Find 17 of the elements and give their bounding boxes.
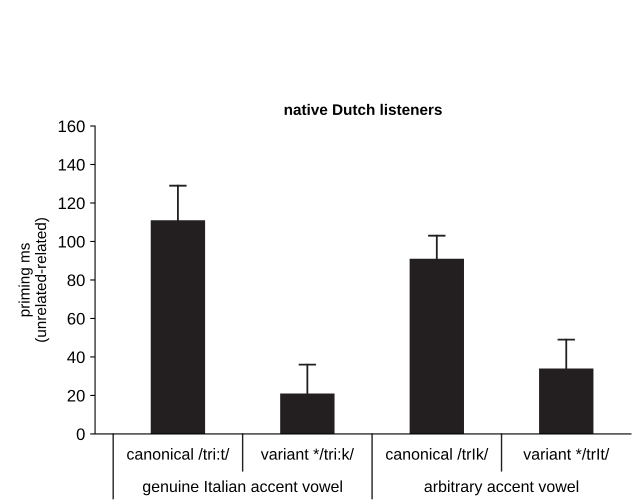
y-tick-label: 0 bbox=[76, 428, 85, 440]
text: genuine Italian accent vowel bbox=[142, 480, 342, 496]
y-tick-label: 120 bbox=[58, 197, 85, 210]
x-tick-label: canonical /trIk/ bbox=[386, 448, 488, 460]
text: arbitrary accent vowel bbox=[424, 480, 578, 496]
y-axis-title: priming ms (unrelated-related) bbox=[18, 218, 50, 342]
y-tick-label: 60 bbox=[68, 312, 85, 325]
y-tick-label: 80 bbox=[68, 274, 85, 286]
y-tick-label: 160 bbox=[58, 120, 85, 132]
chart-title: native Dutch listeners bbox=[284, 104, 442, 116]
x-tick-label: variant */tri:k/ bbox=[260, 448, 354, 460]
x-tick-label: variant */trIt/ bbox=[523, 448, 610, 460]
y-tick-label: 140 bbox=[58, 158, 85, 171]
y-tick-label: 100 bbox=[58, 236, 85, 248]
x-tick-label: canonical /tri:t/ bbox=[127, 448, 230, 460]
y-tick-label: 20 bbox=[68, 390, 85, 402]
y-tick-label: 40 bbox=[67, 351, 85, 364]
